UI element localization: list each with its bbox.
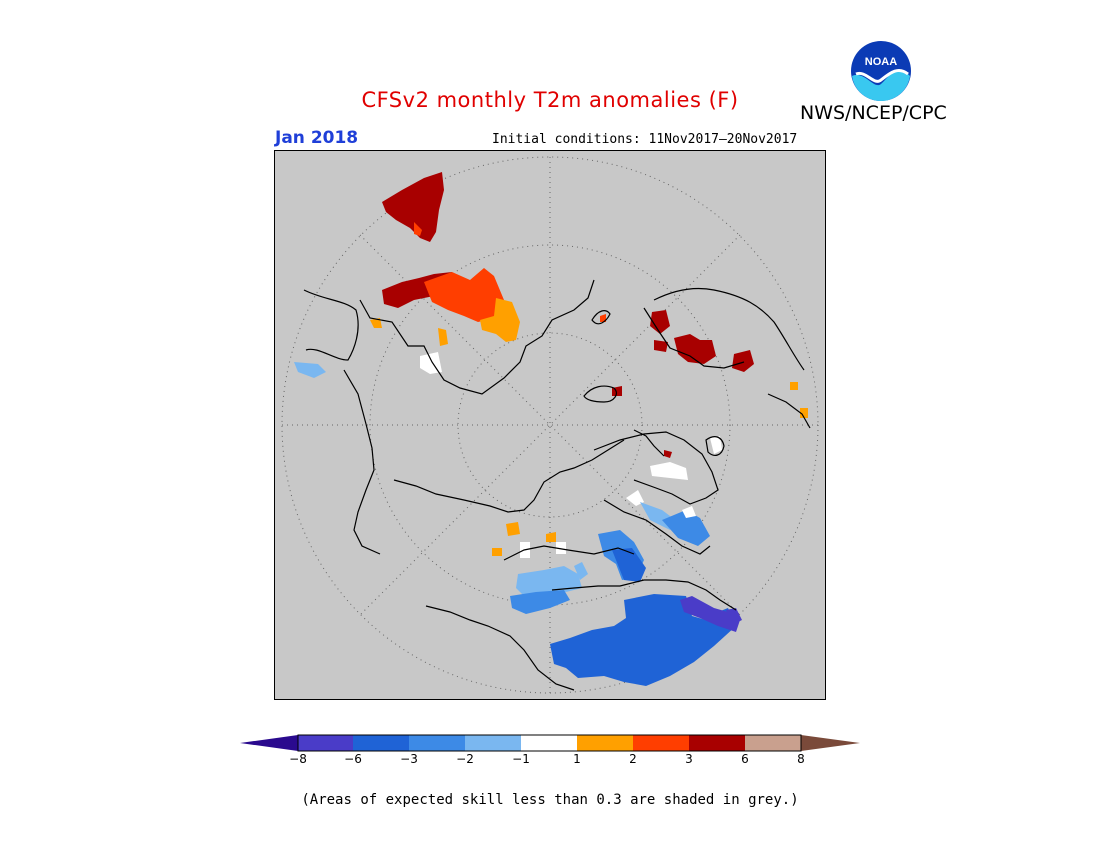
noaa-logo: NOAA	[851, 41, 911, 101]
anomaly-patch-cool-3	[510, 590, 570, 614]
colorbar-label: −1	[512, 752, 530, 766]
colorbar-swatch	[353, 735, 409, 751]
skill-footnote: (Areas of expected skill less than 0.3 a…	[301, 792, 799, 808]
colorbar-label: 1	[573, 752, 581, 766]
anomaly-patch-warm-2	[480, 298, 520, 342]
colorbar-max-arrow	[801, 735, 860, 751]
initial-conditions: Initial conditions: 11Nov2017–20Nov2017	[492, 132, 798, 147]
colorbar-swatch	[298, 735, 353, 751]
colorbar-swatch	[521, 735, 577, 751]
anomaly-patch-warm-3	[414, 222, 422, 236]
colorbar-swatch	[577, 735, 633, 751]
anomaly-patch-cool-2	[574, 562, 588, 580]
colorbar-label: 6	[741, 752, 749, 766]
noaa-logo-text: NOAA	[865, 56, 897, 68]
anomaly-patch-warm-3	[600, 314, 606, 322]
anomaly-patch-cool-8	[726, 608, 742, 624]
anomaly-patch-warm-2	[438, 328, 448, 346]
anomaly-fields	[294, 172, 808, 686]
anomaly-patch-warm-3	[424, 268, 504, 322]
colorbar	[240, 734, 860, 752]
anomaly-patch-warm-2	[800, 408, 808, 418]
coastlines	[303, 279, 811, 691]
anomaly-patch-neutral	[626, 490, 644, 506]
colorbar-label: −8	[289, 752, 307, 766]
colorbar-label: −6	[344, 752, 362, 766]
anomaly-patch-neutral	[682, 506, 696, 518]
map-title: CFSv2 monthly T2m anomalies (F)	[361, 88, 739, 112]
map-grid	[281, 156, 819, 694]
anomaly-patch-warm-2	[546, 532, 556, 542]
anomaly-patch-warm-2	[370, 318, 382, 328]
agency-label: NWS/NCEP/CPC	[800, 102, 947, 124]
anomaly-patch-warm-2	[790, 382, 798, 390]
anomaly-patch-cool-6	[550, 594, 736, 686]
anomaly-patch-cool-3	[662, 510, 710, 546]
colorbar-label: 2	[629, 752, 637, 766]
anomaly-patch-warm-6	[382, 172, 444, 242]
anomaly-patch-warm-6	[654, 340, 668, 352]
anomaly-patch-warm-2	[492, 548, 502, 556]
anomaly-patch-cool-2	[294, 362, 326, 378]
colorbar-label: −2	[456, 752, 474, 766]
anomaly-patch-warm-6	[664, 450, 672, 458]
anomaly-patch-warm-2	[506, 522, 520, 536]
anomaly-patch-neutral	[650, 462, 688, 480]
colorbar-swatch	[465, 735, 521, 751]
colorbar-swatch	[633, 735, 689, 751]
anomaly-patch-cool-8	[680, 596, 740, 632]
anomaly-patch-neutral	[710, 436, 722, 454]
colorbar-swatch	[689, 735, 745, 751]
colorbar-min-arrow	[240, 735, 298, 751]
anomaly-patch-warm-6	[732, 350, 754, 372]
colorbar-label: 3	[685, 752, 693, 766]
anomaly-patch-warm-6	[650, 310, 670, 334]
colorbar-swatch	[745, 735, 801, 751]
colorbar-label: −3	[400, 752, 418, 766]
anomaly-patch-cool-6	[612, 548, 646, 582]
forecast-month: Jan 2018	[275, 128, 359, 148]
colorbar-swatch	[409, 735, 465, 751]
colorbar-label: 8	[797, 752, 805, 766]
anomaly-patch-warm-6	[674, 334, 716, 364]
anomaly-patch-neutral	[556, 542, 566, 554]
polar-map	[274, 150, 826, 700]
